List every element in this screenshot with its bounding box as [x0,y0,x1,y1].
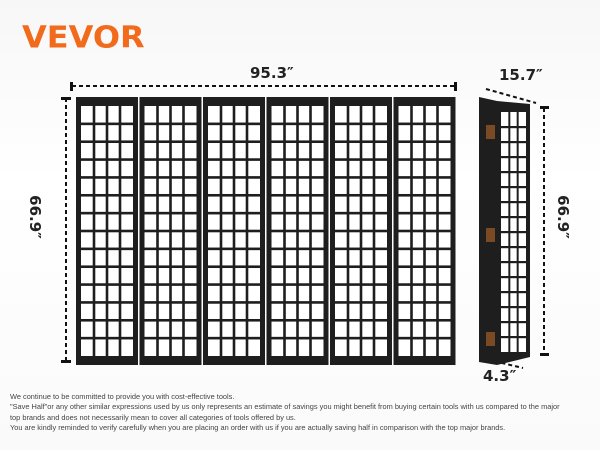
disclaimer-line: You are kindly reminded to verify carefu… [10,423,506,433]
height-label-right: 66.9″ [554,195,572,239]
screen-panel [393,97,456,365]
depth-dimension-line [485,88,537,104]
hinge [486,125,495,139]
screen-panel [139,97,202,365]
height-label-left: 66.9″ [26,195,44,239]
screen-panel [203,97,265,365]
depth-label: 15.7″ [499,66,543,84]
thickness-label: 4.3″ [483,367,517,385]
hinge [486,332,495,346]
screen-panel [330,97,392,365]
hinge [486,228,495,242]
disclaimer-line: "Save Half"or any other similar expressi… [10,402,560,412]
width-label: 95.3″ [250,64,294,82]
disclaimer: We continue to be committed to provide y… [10,392,595,434]
folded-screen [479,97,530,365]
brand-logo: VEVOR [22,18,145,56]
screen-panel [266,97,329,365]
screen-panels [76,97,456,365]
disclaimer-line: We continue to be committed to provide y… [10,392,235,401]
disclaimer-line: top brands and does not necessarily mean… [10,412,296,422]
screen-panel [76,97,138,365]
